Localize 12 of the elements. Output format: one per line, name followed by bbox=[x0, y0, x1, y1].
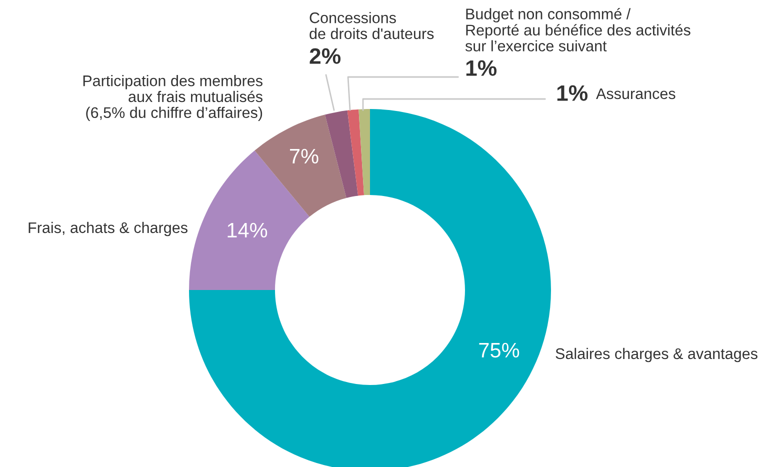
data-label: 75% bbox=[479, 342, 520, 358]
slice-label: Participation des membres aux frais mutualisés (6,5% du chiffre d’affaires) bbox=[83, 75, 262, 122]
data-label: 14% bbox=[228, 222, 268, 238]
data-label: 1% bbox=[557, 85, 588, 101]
data-label: 7% bbox=[290, 148, 318, 164]
slice-label: Concessions de droits d'auteurs bbox=[310, 12, 434, 40]
slice-label: Frais, achats & charges bbox=[28, 222, 188, 236]
data-label: 2% bbox=[310, 48, 341, 64]
slice-label: Salaires charges & avantages bbox=[556, 348, 758, 362]
slice-label: Budget non consommé / Reporté au bénéfice des activités sur l’exercice suivant bbox=[465, 8, 690, 52]
data-label: 1% bbox=[466, 60, 497, 76]
slice-label: Assurances bbox=[596, 88, 676, 100]
